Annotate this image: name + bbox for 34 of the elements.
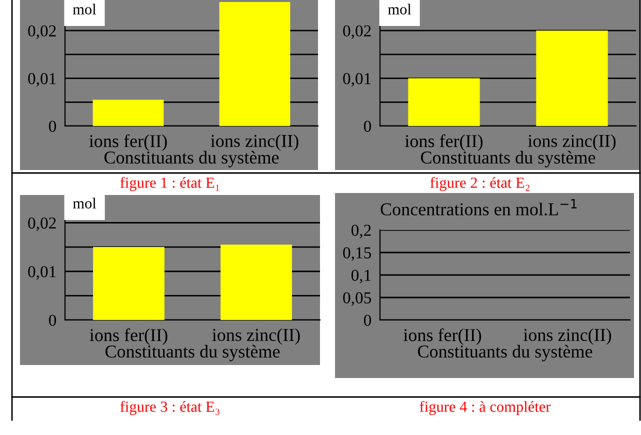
y-tick-label: 0,01 bbox=[343, 73, 371, 87]
x-tick-label: ions zinc(II) bbox=[528, 134, 616, 151]
y-tick-label: 0,1 bbox=[351, 270, 371, 284]
y-tick-label: 0 bbox=[48, 120, 56, 132]
y-tick-label: 0 bbox=[364, 314, 372, 326]
y-axis-title: mol bbox=[388, 4, 412, 15]
x-axis-title: Constituants du système bbox=[105, 344, 280, 362]
y-axis-title: mol bbox=[72, 4, 96, 15]
x-tick-label: ions fer(II) bbox=[89, 134, 167, 151]
y-tick-label: 0,02 bbox=[343, 25, 371, 39]
y-tick-label: 0,01 bbox=[28, 73, 56, 87]
caption: figure 2 : état E₂ bbox=[430, 176, 530, 192]
y-tick-label: 0,05 bbox=[343, 292, 372, 306]
y-tick-label: 0,02 bbox=[28, 25, 56, 39]
y-tick-label: 0,2 bbox=[351, 224, 371, 238]
x-axis-title: Constituants du système bbox=[418, 344, 592, 362]
x-tick-label: ions fer(II) bbox=[90, 328, 168, 345]
x-tick-label: ions zinc(II) bbox=[210, 134, 298, 151]
caption: figure 1 : état E₁ bbox=[120, 176, 220, 192]
y-tick-label: 0,01 bbox=[28, 266, 56, 280]
y-axis-title: Concentrations en mol.L$^{−1}$ bbox=[380, 199, 577, 216]
x-tick-label: ions zinc(II) bbox=[212, 328, 300, 345]
caption: figure 4 : à compléter bbox=[420, 400, 551, 416]
y-tick-label: 0,15 bbox=[343, 247, 372, 261]
caption: figure 3 : état E₃ bbox=[120, 400, 220, 416]
y-axis-title: mol bbox=[72, 198, 96, 209]
y-tick-label: 0,02 bbox=[28, 217, 56, 232]
y-tick-label: 0 bbox=[48, 314, 56, 326]
x-tick-label: ions fer(II) bbox=[405, 134, 483, 151]
x-axis-title: Constituants du système bbox=[104, 150, 279, 168]
x-axis-title: Constituants du système bbox=[420, 150, 596, 168]
y-tick-label: 0 bbox=[364, 120, 372, 132]
x-tick-label: ions fer(II) bbox=[404, 328, 482, 345]
x-tick-label: ions zinc(II) bbox=[524, 328, 612, 345]
